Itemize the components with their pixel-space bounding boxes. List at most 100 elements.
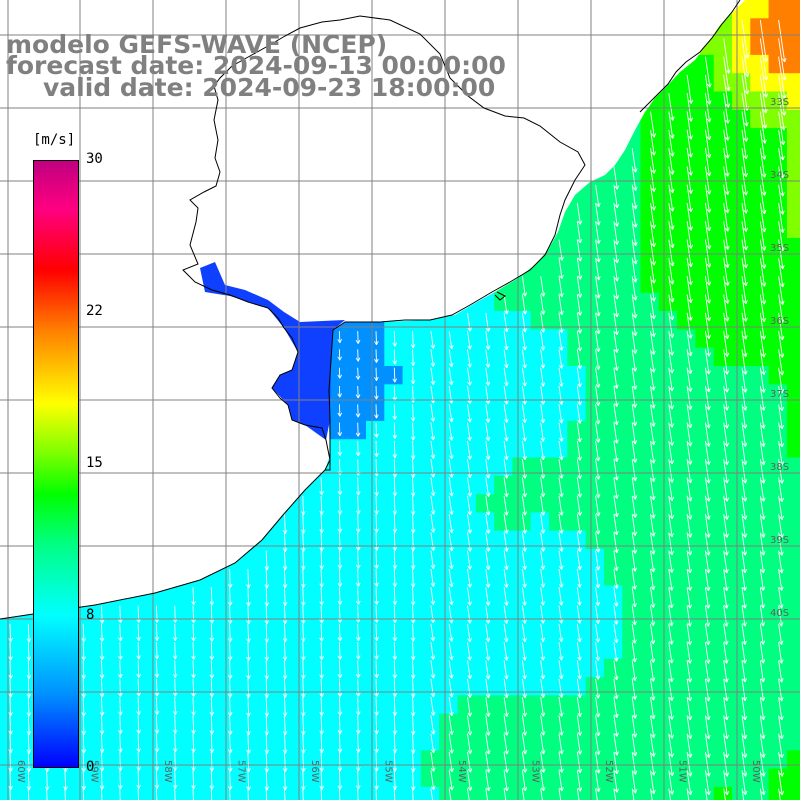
wind-speed-cell [256,658,276,678]
wind-arrow [337,532,343,551]
wind-speed-cell [713,695,733,715]
wind-speed-cell [494,658,513,678]
wind-speed-cell [311,549,330,568]
wind-speed-cell [457,732,477,751]
wind-arrow [595,202,601,226]
wind-speed-cell [695,732,715,751]
wind-arrow [668,587,674,609]
latitude-label: 35S [770,243,789,254]
wind-speed-cell [585,585,605,605]
wind-speed-cell [585,677,605,696]
wind-speed-cell [750,603,770,623]
wind-speed-cell [732,677,751,696]
wind-arrow [576,459,583,480]
wind-arrow [723,550,729,574]
wind-speed-cell [640,786,660,800]
wind-speed-cell [622,219,642,239]
wind-arrow [392,642,398,660]
wind-speed-cell [18,713,38,733]
wind-speed-cell [439,750,459,770]
wind-speed-cell [695,677,715,696]
estuary-water [200,262,345,440]
wind-arrow [668,184,675,212]
wind-speed-cell [420,347,440,367]
wind-speed-cell [603,256,623,276]
wind-arrow [668,294,675,321]
wind-arrow [613,697,619,718]
wind-arrow [704,148,712,177]
wind-speed-cell [91,677,111,696]
wind-speed-cell [677,347,696,367]
wind-speed-cell [457,713,477,733]
wind-arrow [613,733,619,756]
wind-speed-cell [732,256,751,276]
wind-arrow [741,678,748,702]
wind-arrow [540,660,546,680]
wind-speed-cell [732,146,751,166]
wind-arrow [704,331,711,357]
wind-arrow [704,751,711,777]
wind-arrow [686,202,693,231]
wind-speed-cell [109,603,129,623]
wind-speed-cell [585,732,605,751]
wind-arrow [686,477,693,502]
wind-arrow [448,349,454,368]
wind-speed-cell [420,549,440,568]
wind-arrow [118,642,123,660]
wind-arrow [467,440,473,460]
wind-arrow [174,788,176,800]
wind-arrow [540,422,546,442]
wind-arrow [154,770,160,789]
wind-speed-cell [695,713,715,733]
wind-speed-cell [366,530,385,550]
wind-arrow [410,678,416,698]
wind-speed-cell [768,109,788,129]
wind-speed-cell [201,603,221,623]
wind-arrow [558,751,564,773]
wind-arrow [704,660,711,683]
wind-speed-cell [622,329,642,349]
wind-speed-cell [713,750,733,770]
wind-speed-cell [311,768,330,788]
wind-arrow [668,111,675,139]
wind-speed-cell [549,457,568,477]
wind-speed-cell [658,183,678,202]
wind-speed-cell [183,713,202,733]
wind-speed-cell [347,677,367,696]
wind-speed-cell [622,603,642,623]
wind-speed-cell [512,603,532,623]
wind-arrow [723,751,730,777]
wind-speed-cell [750,713,770,733]
wind-speed-cell [329,329,349,349]
wind-speed-cell [786,567,800,587]
wind-speed-cell [457,677,477,696]
wind-arrow [485,715,491,736]
wind-arrow [759,642,766,664]
wind-arrow [392,514,398,533]
wind-speed-cell [366,457,385,477]
wind-arrow [686,422,693,447]
wind-speed-cell [750,73,770,93]
wind-arrow [558,349,564,369]
wind-speed-cell [768,292,788,312]
wind-speed-cell [366,786,385,800]
wind-speed-cell [530,603,550,623]
wind-arrow [704,514,711,538]
wind-speed-cell [768,567,788,587]
wind-speed-cell [732,768,751,788]
wind-speed-cell [549,494,568,513]
colorbar-tick-8: 8 [86,607,95,623]
wind-speed-cell [567,329,587,349]
wind-speed-cell [402,549,422,568]
wind-arrow [686,788,690,800]
wind-arrow [430,751,436,772]
wind-arrow [631,751,638,775]
wind-speed-cell [786,256,800,276]
wind-arrow [576,367,582,388]
wind-speed-cell [585,603,605,623]
wind-speed-cell [347,732,367,751]
wind-arrow [337,367,343,379]
wind-arrow [540,331,546,351]
wind-speed-cell [109,786,129,800]
wind-arrow [595,660,601,680]
